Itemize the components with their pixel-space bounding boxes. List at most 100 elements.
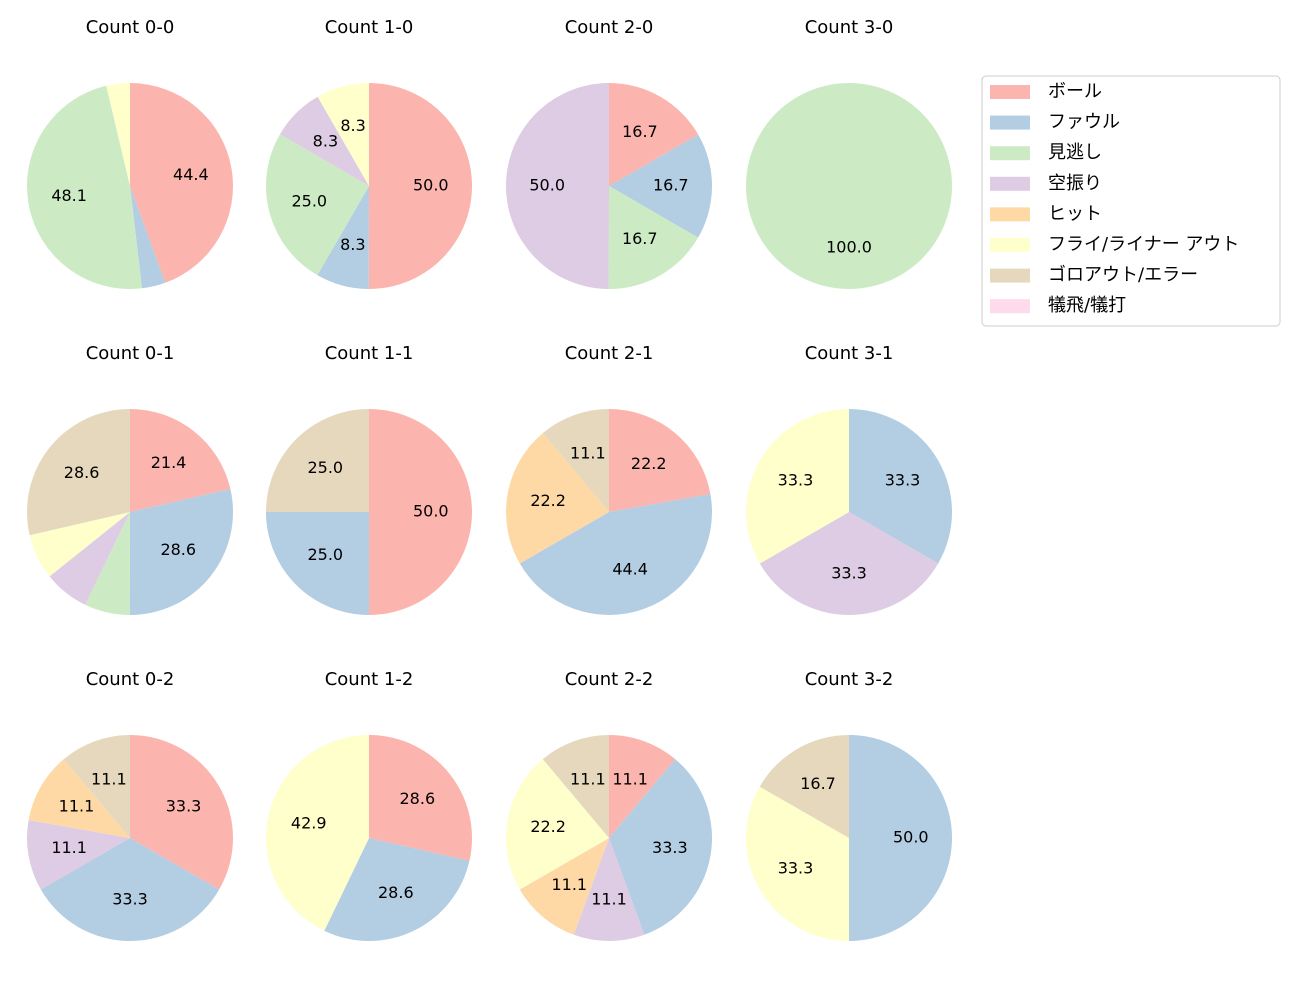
pie-slice xyxy=(130,186,166,289)
slice-label: 25.0 xyxy=(307,458,343,477)
slice-label: 8.3 xyxy=(313,132,338,151)
slice-label: 22.2 xyxy=(631,454,667,473)
pie-slice xyxy=(26,85,142,290)
legend-box xyxy=(981,75,1281,327)
pie-slice xyxy=(609,83,699,186)
slice-label: 11.1 xyxy=(551,875,587,894)
legend-swatch xyxy=(990,299,1030,314)
legend-label: ファウル xyxy=(1048,112,1120,133)
slice-label: 100.0 xyxy=(826,237,872,256)
legend-label: ゴロアウト/エラー xyxy=(1048,265,1198,286)
chart-title: Count 3-1 xyxy=(805,343,894,364)
chart-title: Count 3-0 xyxy=(805,17,894,38)
pie-slice xyxy=(369,409,472,615)
pie-slice xyxy=(609,134,712,238)
pie-slice xyxy=(759,512,939,615)
legend-swatch xyxy=(990,238,1030,252)
slice-label: 33.3 xyxy=(831,563,867,582)
pie-slice xyxy=(609,759,712,935)
pie-slice xyxy=(28,759,130,838)
pie-slice xyxy=(266,409,369,512)
legend-label: ヒット xyxy=(1048,203,1102,224)
slice-label: 44.4 xyxy=(173,165,209,184)
legend-swatch xyxy=(990,176,1030,191)
chart-title: Count 0-1 xyxy=(86,343,175,364)
slice-label: 21.4 xyxy=(151,453,187,472)
pie-slice xyxy=(85,512,130,615)
pie-slice xyxy=(609,409,711,512)
pie-slice xyxy=(519,838,609,935)
slice-label: 44.4 xyxy=(612,560,648,579)
slice-label: 16.7 xyxy=(622,122,658,141)
pie-slice xyxy=(317,186,369,289)
pie-slice xyxy=(506,83,609,289)
slice-label: 50.0 xyxy=(893,828,929,847)
slice-label: 48.1 xyxy=(51,186,87,205)
slice-label: 33.3 xyxy=(778,471,814,490)
chart-title: Count 3-2 xyxy=(805,669,894,690)
pie-slice xyxy=(266,512,369,615)
slice-label: 11.1 xyxy=(612,769,648,788)
slice-label: 25.0 xyxy=(291,191,327,210)
slice-label: 11.1 xyxy=(570,769,606,788)
pie-slice xyxy=(519,494,712,615)
pie-slice xyxy=(746,786,849,941)
chart-title: Count 0-0 xyxy=(86,17,175,38)
slice-label: 11.1 xyxy=(91,769,127,788)
slice-label: 11.1 xyxy=(570,443,606,462)
slice-label: 8.3 xyxy=(340,235,365,254)
legend-swatch xyxy=(990,85,1030,99)
legend-label: フライ/ライナー アウト xyxy=(1048,234,1239,255)
slice-label: 22.2 xyxy=(530,491,566,510)
pie-slice xyxy=(29,512,130,577)
slice-label: 33.3 xyxy=(112,889,148,908)
slice-label: 28.6 xyxy=(160,540,196,559)
chart-title: Count 1-1 xyxy=(325,343,414,364)
pie-slice xyxy=(63,735,130,838)
slice-label: 28.6 xyxy=(378,883,414,902)
pie-slice xyxy=(130,409,231,512)
slice-label: 11.1 xyxy=(591,889,627,908)
pie-slice xyxy=(266,735,369,931)
chart-title: Count 1-2 xyxy=(325,669,414,690)
pie-slice xyxy=(279,96,369,186)
chart-title: Count 1-0 xyxy=(325,17,414,38)
pie-slice xyxy=(745,409,849,564)
slice-label: 25.0 xyxy=(307,545,343,564)
slice-label: 33.3 xyxy=(166,797,202,816)
slice-label: 22.2 xyxy=(530,817,566,836)
pie-slice xyxy=(609,735,676,838)
slice-label: 11.1 xyxy=(51,838,87,857)
pie-slice xyxy=(129,489,233,615)
slice-label: 16.7 xyxy=(622,229,658,248)
legend-label: ボール xyxy=(1048,81,1102,102)
slice-label: 16.7 xyxy=(653,176,689,195)
pie-slice xyxy=(324,838,470,941)
pie-slice xyxy=(26,820,130,890)
legend-swatch xyxy=(990,207,1030,222)
slice-label: 50.0 xyxy=(529,175,565,194)
pie-slice xyxy=(27,409,130,536)
slice-label: 33.3 xyxy=(778,858,814,877)
slice-label: 50.0 xyxy=(413,176,449,195)
chart-title: Count 0-2 xyxy=(86,669,175,690)
pie-slice xyxy=(505,759,609,890)
pie-slice xyxy=(130,735,233,890)
pie-slice xyxy=(130,83,233,283)
pie-slice xyxy=(849,409,952,564)
pie-slice xyxy=(759,735,849,838)
legend-swatch xyxy=(990,146,1030,161)
slice-label: 11.1 xyxy=(59,797,95,816)
slice-label: 28.6 xyxy=(400,789,436,808)
legend-label: 空振り xyxy=(1048,173,1102,194)
chart-title: Count 2-0 xyxy=(565,17,654,38)
legend-swatch xyxy=(990,115,1030,130)
chart-title: Count 2-1 xyxy=(565,343,654,364)
pie-slice xyxy=(573,838,645,942)
pie-slice xyxy=(266,134,369,276)
pie-slice xyxy=(317,83,369,186)
slice-label: 16.7 xyxy=(800,774,836,793)
chart-title: Count 2-2 xyxy=(565,669,654,690)
legend-label: 見逃し xyxy=(1048,142,1102,163)
